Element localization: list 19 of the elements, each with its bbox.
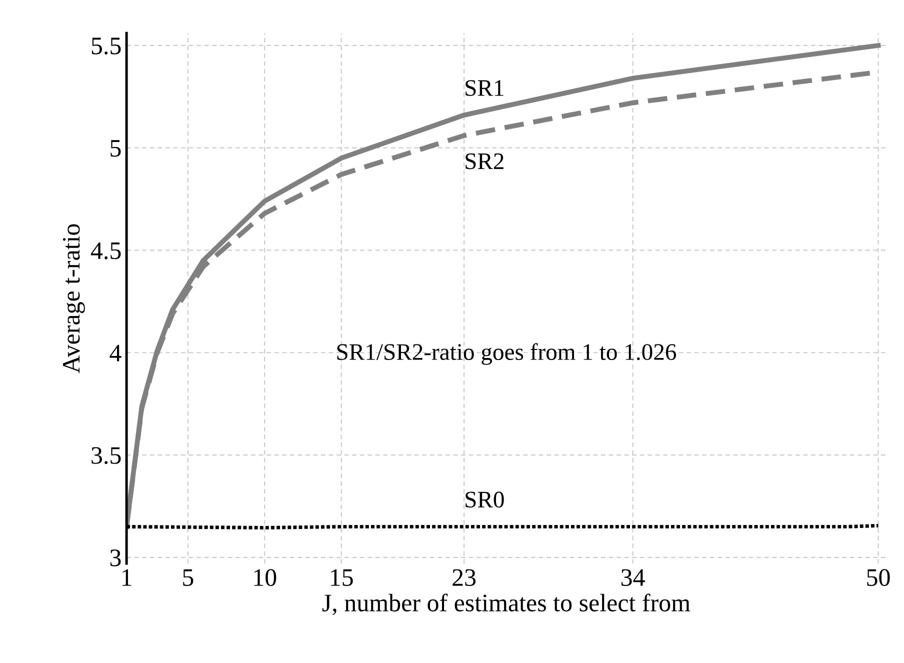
series-label: SR2 — [466, 153, 504, 170]
y-tick-label: 5.5 — [92, 38, 121, 54]
y-tick-label: 3.5 — [92, 447, 121, 464]
x-tick-label: 5 — [183, 569, 194, 586]
y-tick-label: 5 — [110, 140, 121, 157]
x-tick-label: 50 — [867, 569, 890, 586]
y-axis-title: Average t-ratio — [62, 224, 85, 374]
x-tick-label: 34 — [621, 569, 645, 586]
series-label: SR0 — [466, 492, 504, 508]
x-axis-title: J, number of estimates to select from — [322, 594, 690, 616]
x-tick-label: 1 — [122, 569, 132, 586]
x-tick-label: 15 — [331, 569, 353, 586]
x-tick-label: 10 — [254, 569, 276, 586]
y-tick-label: 3 — [110, 550, 121, 566]
y-tick-label: 4 — [110, 344, 122, 362]
x-tick-label: 23 — [452, 569, 476, 586]
annotation: SR1/SR2-ratio goes from 1 to 1.026 — [337, 343, 676, 365]
series-label: SR1 — [466, 80, 504, 96]
y-tick-label: 4.5 — [90, 242, 121, 260]
